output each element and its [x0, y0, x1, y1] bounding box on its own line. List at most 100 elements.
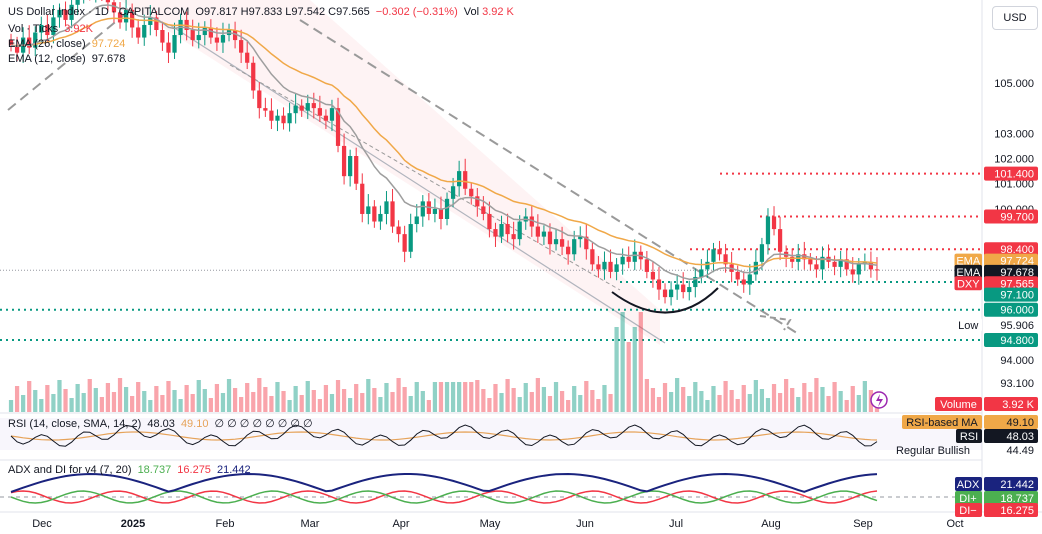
volume-bar: [559, 391, 565, 412]
volume-bar: [190, 394, 195, 412]
price-label-value: 97.100: [1000, 290, 1034, 302]
candle-body: [590, 249, 595, 265]
candle-body: [408, 224, 413, 252]
rsi-label-name: RSI-based MA: [906, 417, 978, 429]
candle-body: [414, 216, 419, 225]
candle-body: [765, 216, 771, 245]
candle-body: [142, 24, 147, 38]
volume-bar: [644, 379, 649, 412]
candle-body: [305, 103, 310, 111]
candle-body: [450, 186, 456, 199]
volume-bar: [475, 380, 480, 412]
candle-body: [232, 30, 238, 41]
candle-body: [69, 4, 74, 20]
volume-bar: [826, 396, 831, 412]
x-tick-label: Jun: [576, 518, 594, 530]
volume-bar: [632, 327, 637, 412]
volume-bar: [438, 382, 444, 412]
price-label-value: 97.678: [1000, 267, 1034, 279]
volume-bar: [802, 383, 807, 412]
price-label-tag: [954, 276, 982, 291]
candle-body: [753, 261, 758, 275]
volume-bar: [850, 386, 855, 412]
volume-bar: [723, 381, 728, 412]
candle-body: [578, 236, 583, 240]
volume-bar: [820, 387, 825, 412]
channel-mid-line: [229, 64, 621, 291]
candle-body: [566, 246, 571, 255]
volume-bar: [469, 382, 474, 412]
candle-body: [311, 103, 316, 109]
volume-bar: [269, 396, 274, 412]
candle-body: [269, 110, 274, 121]
volume-bar: [348, 398, 353, 412]
volume-bar: [499, 393, 504, 412]
candle-body: [874, 269, 880, 271]
candle-body: [317, 108, 322, 116]
candle-body: [614, 264, 619, 272]
x-tick-label: May: [480, 518, 501, 530]
rsi-legend[interactable]: RSI (14, close, SMA, 14, 2) 48.03 49.10 …: [8, 417, 316, 430]
candle-body: [208, 27, 213, 38]
legend-ema12-value: 97.678: [91, 53, 126, 65]
candle-body: [838, 259, 843, 267]
legend-ema26-value: 97.724: [91, 38, 126, 50]
candle-body: [572, 239, 577, 255]
di-plus-line: [10, 490, 878, 504]
candle-body: [802, 254, 807, 260]
candle-body: [190, 30, 195, 41]
candle-body: [275, 115, 280, 121]
price-label-box: [984, 332, 1038, 347]
candle-body: [220, 35, 226, 43]
currency-button[interactable]: USD: [992, 6, 1038, 30]
volume-bar: [566, 400, 571, 412]
x-tick-label: Sep: [853, 518, 873, 530]
volume-bar: [27, 381, 32, 412]
y-tick-label: 93.100: [1000, 378, 1034, 390]
volume-bar: [136, 382, 141, 412]
candle-body: [148, 17, 153, 25]
rsi-label-value: 48.03: [1006, 431, 1034, 443]
y-tick-label: 94.000: [1000, 355, 1034, 367]
candle-body: [602, 261, 607, 270]
price-label-value: 96.000: [1000, 305, 1034, 317]
volume-bar: [148, 400, 153, 412]
candle-body: [547, 231, 553, 245]
price-label-box: [984, 264, 1038, 279]
price-label-box: [984, 302, 1038, 317]
y-tick-label: 103.000: [994, 128, 1034, 140]
volume-bar: [620, 312, 625, 412]
legend-ema12[interactable]: EMA (12, close) 97.678: [8, 53, 128, 65]
ema26-line: [10, 17, 878, 268]
candle-body: [790, 256, 795, 262]
candle-body: [14, 45, 20, 53]
adx-legend[interactable]: ADX and DI for v4 (7, 20) 18.737 16.275 …: [8, 464, 254, 476]
candle-body: [341, 145, 347, 177]
candle-body: [541, 231, 547, 237]
legend-symbol[interactable]: US Dollar Index · 1D · CAPITALCOM: [8, 6, 190, 18]
volume-bar: [130, 396, 135, 412]
volume-bar: [293, 386, 298, 412]
volume-bar: [75, 384, 80, 412]
volume-bar: [372, 388, 377, 412]
volume-bar: [844, 400, 849, 412]
adx-legend-diminus: 16.275: [177, 464, 211, 476]
candle-body: [529, 216, 534, 227]
volume-bar: [753, 380, 758, 412]
volume-bar: [245, 383, 250, 412]
adx-value-box: [984, 491, 1038, 505]
candle-body: [741, 279, 746, 285]
rsi-legend-label: RSI (14, close, SMA, 14, 2): [8, 418, 142, 430]
candle-body: [136, 27, 141, 38]
candle-body: [850, 269, 855, 275]
volume-bar: [450, 382, 456, 412]
legend-ema26[interactable]: EMA (26, close) 97.724: [8, 38, 128, 50]
volume-bar: [608, 394, 613, 412]
legend-volume-ticks[interactable]: Vol · Ticks 3.92K: [8, 23, 96, 35]
candle-body: [475, 196, 480, 207]
rsi-label-value: 44.49: [1006, 445, 1034, 457]
y-tick-label: 102.000: [994, 154, 1034, 166]
price-label-tag: [935, 397, 982, 411]
volume-bar: [335, 380, 341, 412]
